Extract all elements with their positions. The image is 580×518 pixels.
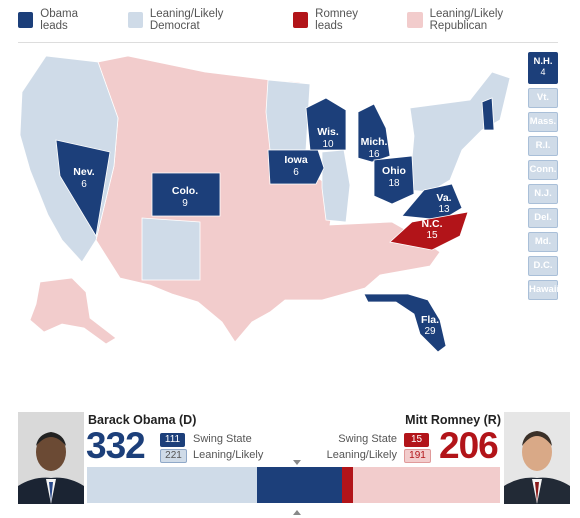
small-state-label: N.H. xyxy=(533,56,553,67)
map-legend: Obama leads Leaning/Likely Democrat Romn… xyxy=(18,8,580,32)
legend-swatch-obama-leads xyxy=(18,12,34,28)
north-carolina-label: N.C. xyxy=(422,218,443,230)
minnesota-state[interactable] xyxy=(265,79,311,151)
bar-obama-leaning xyxy=(87,467,257,503)
romney-name: Mitt Romney (R) xyxy=(405,413,501,427)
colorado-label: Colo. xyxy=(172,185,198,197)
legend-swatch-leaning-republican xyxy=(407,12,423,28)
ohio-ev: 18 xyxy=(388,178,400,189)
small-state-dc[interactable]: D.C. xyxy=(528,256,558,276)
obama-portrait xyxy=(18,412,84,504)
small-state-connecticut[interactable]: Conn. xyxy=(528,160,558,180)
small-state-vermont[interactable]: Vt. xyxy=(528,88,558,108)
legend-label: Leaning/Likely Democrat xyxy=(149,8,224,32)
north-carolina-ev: 15 xyxy=(426,230,438,241)
colorado-ev: 9 xyxy=(182,198,188,209)
us-electoral-map: Nev. 6 Colo. 9 Iowa 6 Wis. 10 Mich. 16 O… xyxy=(19,55,511,353)
michigan-ev: 16 xyxy=(368,149,380,160)
legend-divider xyxy=(18,42,558,43)
majority-marker-top xyxy=(293,460,301,465)
legend-label: Leaning/Likely Republican xyxy=(429,8,504,32)
small-state-new-jersey[interactable]: N.J. xyxy=(528,184,558,204)
michigan-label: Mich. xyxy=(361,136,388,148)
virginia-label: Va. xyxy=(436,192,451,204)
small-state-ev: 4 xyxy=(540,67,546,77)
romney-swing-label: Swing State xyxy=(338,433,397,445)
virginia-ev: 13 xyxy=(438,204,450,215)
bar-obama-swing xyxy=(256,467,342,503)
small-states-list: N.H. 4 Vt. Mass. R.I. Conn. N.J. Del. Md… xyxy=(528,52,559,304)
romney-leaning-label: Leaning/Likely xyxy=(326,449,397,461)
majority-marker-bottom xyxy=(293,510,301,515)
new-mexico-state[interactable] xyxy=(141,217,201,281)
florida-state[interactable] xyxy=(363,293,447,353)
small-state-rhode-island[interactable]: R.I. xyxy=(528,136,558,156)
nevada-state[interactable] xyxy=(55,139,111,238)
romney-swing-count: 15 xyxy=(404,433,429,447)
small-state-new-hampshire[interactable]: N.H. 4 xyxy=(528,52,558,84)
small-state-delaware[interactable]: Del. xyxy=(528,208,558,228)
north-carolina-state[interactable] xyxy=(389,211,469,251)
obama-swing-count: 111 xyxy=(160,433,185,447)
legend-swatch-leaning-democrat xyxy=(127,12,143,28)
romney-leaning-count: 191 xyxy=(404,449,431,463)
new-hampshire-state[interactable] xyxy=(481,97,495,131)
nevada-ev: 6 xyxy=(81,179,87,190)
small-state-massachusetts[interactable]: Mass. xyxy=(528,112,558,132)
obama-total-votes: 332 xyxy=(86,425,146,466)
legend-label: Obama leads xyxy=(40,8,78,32)
iowa-ev: 6 xyxy=(293,167,299,178)
romney-total-votes: 206 xyxy=(439,425,499,466)
legend-swatch-romney-leads xyxy=(292,12,309,28)
florida-label: Fla. xyxy=(421,314,439,326)
electoral-vote-bar xyxy=(87,467,500,503)
wisconsin-ev: 10 xyxy=(322,139,334,150)
legend-item-leaning-democrat: Leaning/Likely Democrat xyxy=(127,8,271,32)
legend-label: Romney leads xyxy=(315,8,358,32)
iowa-label: Iowa xyxy=(284,154,307,166)
bar-romney-leaning xyxy=(353,467,500,503)
wisconsin-label: Wis. xyxy=(317,126,339,138)
illinois-state[interactable] xyxy=(321,149,351,223)
alaska-state[interactable] xyxy=(29,277,117,345)
small-state-maryland[interactable]: Md. xyxy=(528,232,558,252)
ohio-state[interactable] xyxy=(373,155,415,205)
legend-item-romney-leads: Romney leads xyxy=(292,8,385,32)
florida-ev: 29 xyxy=(424,326,436,337)
wisconsin-state[interactable] xyxy=(305,97,347,151)
small-state-hawaii[interactable]: Hawaii xyxy=(528,280,559,300)
colorado-state[interactable] xyxy=(151,172,221,217)
ohio-label: Ohio xyxy=(382,165,406,177)
nevada-label: Nev. xyxy=(73,166,94,178)
northeast-democrat[interactable] xyxy=(407,71,511,193)
obama-leaning-count: 221 xyxy=(160,449,187,463)
obama-swing-label: Swing State xyxy=(193,433,252,445)
legend-item-obama-leads: Obama leads xyxy=(18,8,106,32)
obama-name: Barack Obama (D) xyxy=(88,413,197,427)
obama-leaning-label: Leaning/Likely xyxy=(193,449,264,461)
bar-romney-swing xyxy=(341,467,354,503)
romney-portrait xyxy=(504,412,570,504)
legend-item-leaning-republican: Leaning/Likely Republican xyxy=(407,8,558,32)
michigan-state[interactable] xyxy=(357,103,391,163)
